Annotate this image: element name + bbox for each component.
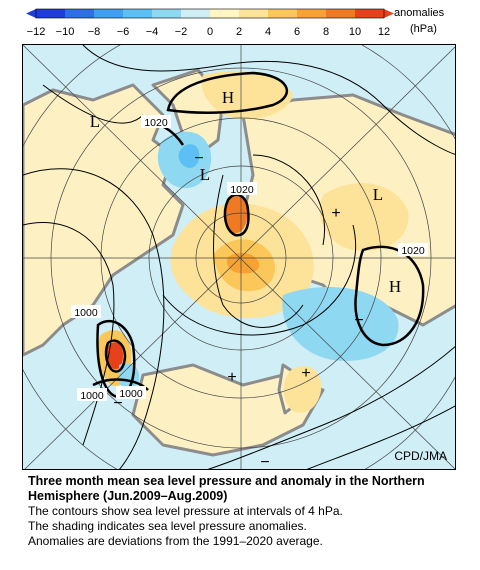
- caption-line-2: The shading indicates sea level pressure…: [28, 519, 307, 533]
- negative-sign-tibet: −: [113, 395, 122, 412]
- contour-1020-pacific-high: [354, 245, 425, 347]
- colorbar-tick-label: 6: [294, 26, 300, 38]
- contour-9: [213, 174, 304, 328]
- polar-map: 1020 1020 1020 1000 1000 1000 H H L L L …: [23, 45, 455, 470]
- figure-caption: Three month mean sea level pressure and …: [28, 474, 472, 549]
- pressure-centers: H H L L L: [90, 88, 401, 296]
- colorbar-border: [35, 8, 385, 19]
- caption-line-1: The contours show sea level pressure at …: [28, 504, 343, 518]
- colorbar-swatch: [239, 9, 269, 18]
- contour-1: [23, 168, 165, 469]
- negative-anomaly-pacific: [282, 287, 399, 361]
- contour-8: [42, 84, 144, 124]
- contour-1020-arctic: [223, 193, 250, 237]
- low-center-canada: L: [90, 112, 100, 131]
- pressure-label-bg-2: [227, 182, 257, 195]
- colorbar-tick-label: −6: [117, 26, 130, 38]
- high-center-pacific: H: [389, 277, 401, 296]
- pressure-label-bg-5: [77, 388, 107, 401]
- positive-sign-south: +: [227, 369, 236, 386]
- colorbar-right-arrow: [384, 9, 394, 18]
- colorbar-tick-labels: −12 −10 −8 −6 −4 −2 0 2 4 6 8 10 12: [27, 26, 390, 38]
- colorbar-unit-subtitle: (hPa): [410, 23, 437, 35]
- pressure-label-1000-a: 1000: [74, 307, 98, 319]
- pressure-label-group: 1020 1020 1020 1000 1000 1000: [71, 115, 428, 402]
- colorbar-left-arrow: [26, 9, 36, 18]
- anomaly-sign-group: + + + − − − −: [113, 150, 363, 470]
- contour-6: [162, 224, 357, 336]
- colorbar-tick-label: 10: [349, 26, 361, 38]
- colorbar-swatch: [210, 9, 240, 18]
- caption-title: Three month mean sea level pressure and …: [28, 474, 425, 503]
- pressure-label-1000-c: 1000: [119, 388, 143, 400]
- negative-sign-pacific: −: [354, 312, 363, 329]
- caption-line-3: Anomalies are deviations from the 1991–2…: [28, 534, 323, 548]
- colorbar-swatch: [326, 9, 356, 18]
- land-africa-south-asia: [131, 363, 325, 457]
- colorbar-swatch: [94, 9, 124, 18]
- bold-contours: [92, 71, 425, 399]
- credit-label: CPD/JMA: [394, 449, 447, 463]
- colorbar-swatch: [65, 9, 95, 18]
- colorbar-swatch: [123, 9, 153, 18]
- pressure-label-1020-b: 1020: [230, 184, 254, 196]
- colorbar-swatch: [36, 9, 66, 18]
- colorbar-swatch: [268, 9, 298, 18]
- positive-sign-siberia: +: [331, 205, 340, 222]
- colorbar-tick-label: 8: [323, 26, 329, 38]
- pressure-label-bg-3: [398, 243, 428, 256]
- colorbar-swatch: [355, 9, 385, 18]
- positive-anomaly-east: [319, 183, 409, 251]
- negative-sign-bottom: −: [260, 454, 269, 470]
- negative-sign-atlantic: −: [194, 150, 203, 167]
- positive-sign-japan: +: [301, 365, 310, 382]
- contour-1000-tibet-inner: [104, 339, 127, 373]
- colorbar-tick-label: −10: [56, 26, 75, 38]
- colorbar-tick-label: 0: [207, 26, 213, 38]
- colorbar-tick-label: 2: [236, 26, 242, 38]
- colorbar-swatches: [26, 8, 394, 19]
- colorbar-tick-label: −8: [88, 26, 101, 38]
- pressure-label-bg-1: [141, 115, 171, 128]
- positive-anomaly-tibet-core: [106, 342, 123, 370]
- low-center-atlantic: L: [200, 165, 210, 184]
- colorbar-tick-label: 4: [265, 26, 271, 38]
- colorbar-tick-label: −2: [175, 26, 188, 38]
- high-center-north: H: [222, 88, 234, 107]
- colorbar-tick-label: 12: [378, 26, 390, 38]
- contour-7: [252, 154, 325, 246]
- contour-1020-high-north: [166, 71, 289, 114]
- colorbar-tick-label: −12: [27, 26, 46, 38]
- pressure-label-1000-b: 1000: [80, 390, 104, 402]
- map-panel: 1020 1020 1020 1000 1000 1000 H H L L L …: [22, 44, 456, 470]
- contour-3: [82, 45, 455, 155]
- colorbar-swatch: [152, 9, 182, 18]
- colorbar-swatch: [297, 9, 327, 18]
- colorbar-tick-label: −4: [146, 26, 159, 38]
- contour-4: [207, 346, 455, 469]
- negative-anomaly-atlantic-core: [178, 144, 200, 168]
- pressure-label-1020-c: 1020: [401, 245, 425, 257]
- positive-anomaly-pacific: [283, 366, 322, 413]
- land-north-america: [23, 83, 185, 357]
- anomaly-colorbar: −12 −10 −8 −6 −4 −2 0 2 4 6 8 10 12 anomalies (hPa): [26, 7, 445, 38]
- positive-anomaly-core: [225, 195, 248, 234]
- pressure-label-bg-4: [71, 305, 101, 318]
- low-center-siberia: L: [373, 185, 383, 204]
- contour-5: [306, 405, 455, 469]
- colorbar-unit-label: anomalies: [394, 7, 445, 19]
- pressure-label-1020-a: 1020: [144, 117, 168, 129]
- pressure-label-bg-6: [116, 386, 146, 399]
- colorbar-swatch: [181, 9, 211, 18]
